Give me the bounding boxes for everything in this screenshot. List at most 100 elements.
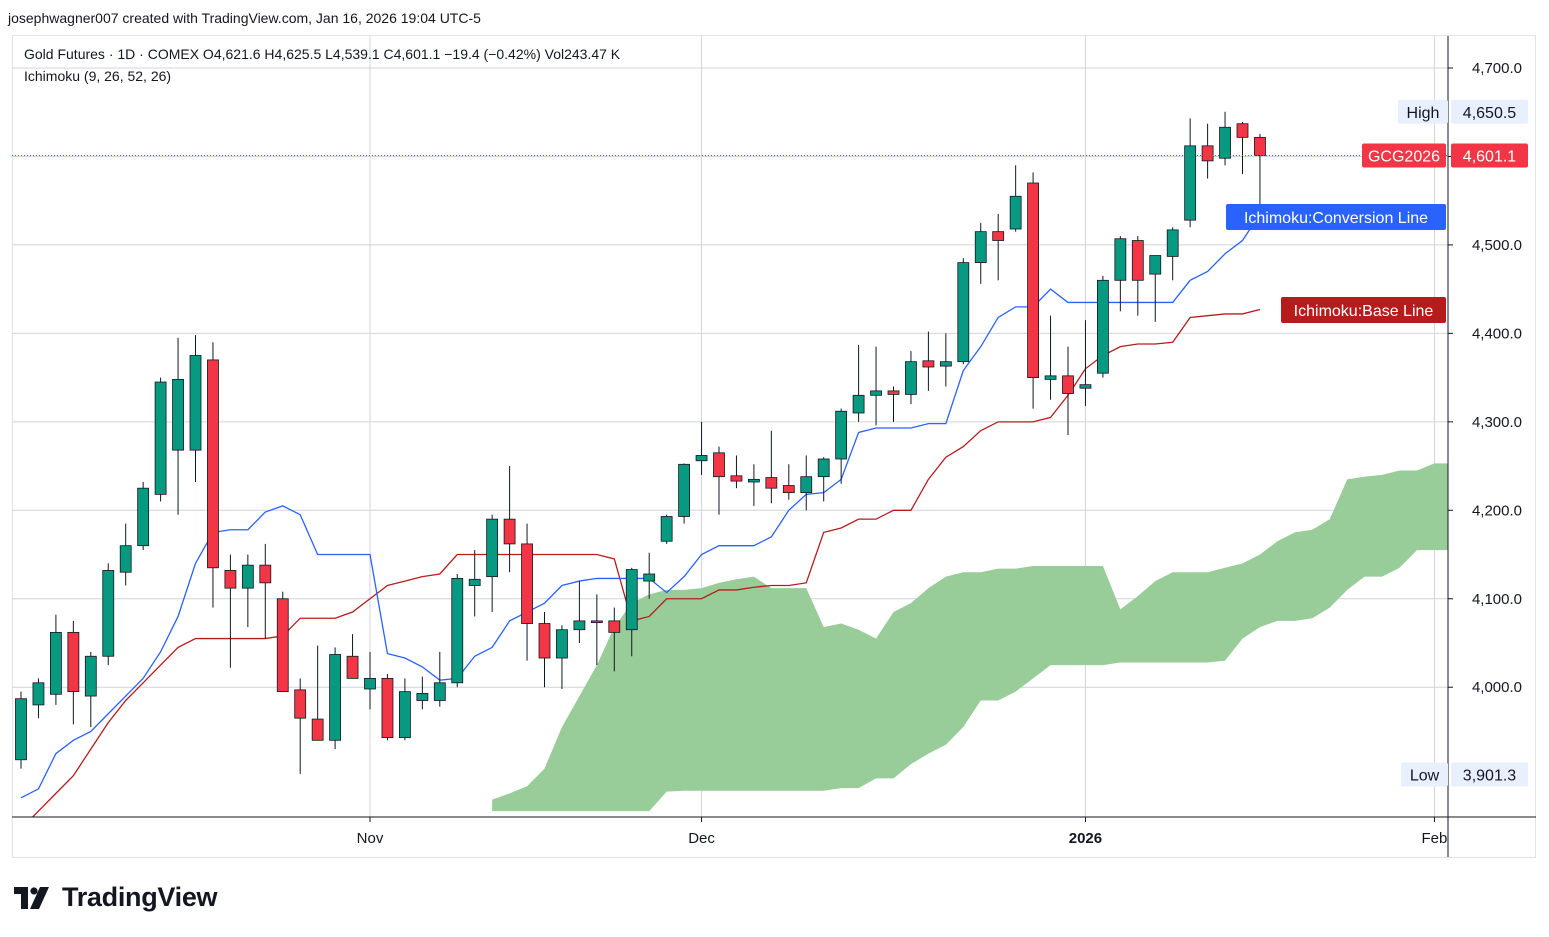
- candle[interactable]: [416, 676, 429, 710]
- candle-body: [748, 478, 760, 483]
- candle[interactable]: [15, 691, 27, 769]
- candle[interactable]: [451, 573, 464, 688]
- candle[interactable]: [782, 464, 795, 500]
- candle[interactable]: [1079, 320, 1092, 406]
- candle[interactable]: [207, 342, 219, 608]
- base-line-label: Ichimoku:Base Line: [1281, 297, 1446, 323]
- low-label: Low: [1401, 762, 1448, 787]
- candle[interactable]: [1044, 315, 1057, 400]
- candle-body: [1184, 145, 1197, 221]
- candle[interactable]: [538, 612, 551, 688]
- candle[interactable]: [381, 673, 394, 741]
- symbol-legend[interactable]: Gold Futures · 1D · COMEX O4,621.6 H4,62…: [24, 46, 621, 62]
- candle-body: [782, 485, 795, 494]
- candle[interactable]: [346, 634, 359, 679]
- candle[interactable]: [695, 421, 708, 475]
- candle-body: [1009, 195, 1022, 230]
- candle-body: [207, 359, 219, 569]
- candle[interactable]: [276, 591, 289, 693]
- candle[interactable]: [573, 581, 586, 643]
- candle[interactable]: [1254, 133, 1266, 211]
- candle[interactable]: [713, 446, 725, 515]
- candle[interactable]: [503, 466, 516, 573]
- candle[interactable]: [1166, 227, 1179, 281]
- candle[interactable]: [1131, 236, 1144, 316]
- candle[interactable]: [137, 481, 150, 551]
- candle-body: [870, 390, 882, 396]
- candle[interactable]: [468, 550, 481, 617]
- time-tick-label: Feb: [1422, 830, 1448, 847]
- candle[interactable]: [800, 455, 813, 511]
- candle-body: [887, 390, 900, 395]
- indicator-legend[interactable]: Ichimoku (9, 26, 52, 26): [24, 68, 172, 84]
- candle[interactable]: [102, 563, 115, 666]
- candle[interactable]: [224, 554, 237, 668]
- candle[interactable]: [521, 523, 533, 661]
- candlestick-series[interactable]: [15, 111, 1266, 774]
- candle[interactable]: [748, 464, 760, 506]
- candle[interactable]: [590, 594, 603, 666]
- price-tick-label: 4,000.0: [1472, 679, 1522, 696]
- candle[interactable]: [643, 552, 656, 599]
- svg-text:4,650.5: 4,650.5: [1463, 105, 1516, 122]
- candle[interactable]: [1149, 255, 1162, 322]
- candle[interactable]: [660, 514, 673, 544]
- candle[interactable]: [398, 678, 411, 741]
- candle[interactable]: [1219, 111, 1231, 166]
- candle-body: [433, 682, 446, 701]
- candle[interactable]: [67, 620, 80, 725]
- footer-branding[interactable]: TradingView: [14, 882, 218, 913]
- ichimoku-cloud: [492, 463, 1448, 812]
- candle-body: [1166, 229, 1179, 257]
- candle[interactable]: [939, 333, 952, 387]
- candle[interactable]: [1236, 121, 1249, 175]
- candle[interactable]: [364, 651, 376, 710]
- candle[interactable]: [1184, 118, 1197, 228]
- chart-frame[interactable]: [12, 35, 1536, 858]
- candle[interactable]: [294, 678, 307, 774]
- candle[interactable]: [311, 645, 324, 741]
- candle[interactable]: [84, 651, 97, 728]
- candle-body: [468, 578, 481, 586]
- candle-body: [660, 516, 673, 542]
- candle[interactable]: [1062, 346, 1074, 436]
- candle[interactable]: [870, 346, 882, 426]
- candle[interactable]: [765, 430, 778, 504]
- candle[interactable]: [189, 335, 202, 482]
- candle[interactable]: [50, 614, 62, 705]
- candle[interactable]: [817, 457, 830, 502]
- candle[interactable]: [241, 554, 254, 628]
- candle-body: [1149, 255, 1162, 275]
- candle[interactable]: [1097, 275, 1109, 378]
- candle[interactable]: [433, 651, 446, 707]
- svg-text:Ichimoku:Conversion Line: Ichimoku:Conversion Line: [1244, 210, 1428, 227]
- candle[interactable]: [835, 408, 848, 484]
- candle[interactable]: [730, 455, 743, 489]
- candle[interactable]: [1114, 236, 1127, 312]
- candle[interactable]: [957, 258, 970, 365]
- candle[interactable]: [922, 331, 935, 391]
- candle[interactable]: [974, 222, 987, 284]
- candle[interactable]: [992, 213, 1005, 281]
- time-axis[interactable]: Nov Dec 2026 Feb: [12, 816, 1536, 847]
- candle[interactable]: [608, 607, 621, 672]
- candle[interactable]: [905, 351, 917, 405]
- candle[interactable]: [154, 377, 167, 502]
- candle[interactable]: [678, 463, 690, 524]
- candle-body: [84, 655, 97, 697]
- candle[interactable]: [1027, 172, 1039, 409]
- candle[interactable]: [329, 647, 342, 750]
- candle[interactable]: [1009, 165, 1022, 232]
- candle[interactable]: [887, 386, 900, 422]
- candle-body: [730, 475, 743, 482]
- candle[interactable]: [172, 337, 184, 515]
- candle[interactable]: [486, 514, 499, 613]
- candle[interactable]: [1201, 123, 1214, 179]
- candle[interactable]: [852, 344, 865, 422]
- candle[interactable]: [625, 567, 638, 657]
- candle[interactable]: [556, 625, 568, 689]
- candle[interactable]: [259, 543, 272, 639]
- candle[interactable]: [119, 523, 132, 586]
- candle[interactable]: [32, 678, 45, 719]
